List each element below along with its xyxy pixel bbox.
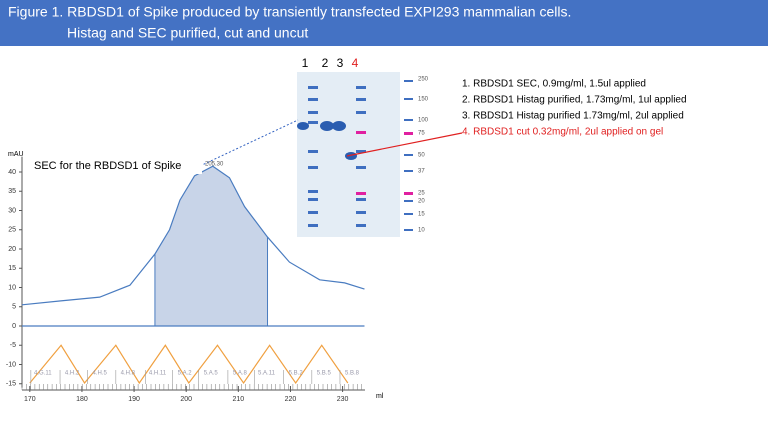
lane-label: 4	[352, 56, 359, 70]
line-series	[29, 344, 349, 385]
arrow	[346, 132, 463, 157]
gel-marker-labels: 250 150 100 75 50 37 25 20 15 10	[418, 77, 429, 234]
lane-label: 2	[322, 56, 329, 70]
y-tick-label: 30	[8, 207, 16, 214]
legend-item: 1. RBDSD1 SEC, 0.9mg/ml, 1.5ul applied	[462, 79, 646, 90]
marker-label: 250	[418, 77, 429, 83]
fraction-label: 5.A.11	[258, 371, 276, 377]
x-tick-label: 220	[285, 396, 297, 403]
marker-label: 50	[418, 153, 425, 159]
marker-bands	[308, 80, 413, 231]
legend-item: 4. RBDSD1 cut 0.32mg/ml, 2ul applied on …	[462, 127, 663, 138]
chromatogram: -15 -10 -5 0 5 10 15 20 25 30 35 40 170 180 190 200 210 2…	[6, 151, 384, 403]
legend-item: 3. RBDSD1 Histag purified 1.73mg/ml, 2ul…	[462, 111, 684, 122]
x-tick-label: 200	[180, 396, 192, 403]
x-tick-label: 210	[232, 396, 244, 403]
peak-label: 205.30	[205, 162, 224, 168]
y-tick-label: 0	[12, 323, 16, 330]
fraction-label: 5.B.5	[317, 371, 332, 377]
x-tick-label: 180	[76, 396, 88, 403]
fraction-label: 4.H.2	[65, 371, 80, 377]
x-tick-label: 170	[24, 396, 36, 403]
fraction-label: 4.H.5	[92, 371, 107, 377]
lane-label: 1	[302, 56, 309, 70]
gel	[297, 72, 432, 237]
x-axis-label: ml	[376, 393, 384, 400]
x-tick-label: 230	[337, 396, 349, 403]
header-title: Figure 1. RBDSD1 of Spike produced by tr…	[8, 4, 571, 20]
gel-lane-labels: 1 2 3 4	[302, 56, 359, 70]
y-tick-label: 40	[8, 169, 16, 176]
title-box	[30, 157, 202, 174]
fraction-label: 5.A.2	[178, 371, 193, 377]
fraction-label: 5.B.8	[345, 371, 360, 377]
marker-label: 150	[418, 97, 429, 103]
gel-legend: 1. RBDSD1 SEC, 0.9mg/ml, 1.5ul applied 2…	[462, 79, 687, 138]
y-axis-label: mAU	[8, 151, 24, 158]
marker-label: 15	[418, 212, 425, 218]
marker-label: 10	[418, 228, 425, 234]
highlight-area	[154, 166, 268, 326]
fraction-label: 4.G.11	[34, 371, 52, 377]
line-series	[21, 165, 365, 306]
fraction-label: 4.H.11	[149, 371, 167, 377]
y-tick-label: -10	[6, 361, 16, 368]
y-tick-label: 25	[8, 227, 16, 234]
fraction-label: 5.A.5	[204, 371, 219, 377]
y-tick-label: 35	[8, 188, 16, 195]
marker-label: 75	[418, 131, 425, 137]
lane-label: 3	[337, 56, 344, 70]
marker-label: 37	[418, 169, 425, 175]
y-tick-label: 20	[8, 246, 16, 253]
marker-label: 20	[418, 199, 425, 205]
y-tick-label: 15	[8, 265, 16, 272]
fraction-label: 4.H.8	[121, 371, 136, 377]
y-tick-label: 5	[12, 304, 16, 311]
x-tick-label: 190	[128, 396, 140, 403]
marker-label: 25	[418, 191, 425, 197]
chart-title: SEC for the RBDSD1 of Spike	[34, 160, 181, 172]
fraction-label: 5.B.2	[289, 371, 304, 377]
header-title: Histag and SEC purified, cut and uncut	[67, 25, 308, 41]
legend-item: 2. RBDSD1 Histag purified, 1.73mg/ml, 1u…	[462, 95, 687, 106]
y-tick-label: 10	[8, 284, 16, 291]
arrow	[199, 119, 299, 167]
y-tick-label: -5	[10, 342, 16, 349]
marker-label: 100	[418, 118, 429, 124]
header-bar	[0, 0, 768, 46]
fraction-label: 5.A.8	[233, 371, 248, 377]
y-tick-label: -15	[6, 381, 16, 388]
